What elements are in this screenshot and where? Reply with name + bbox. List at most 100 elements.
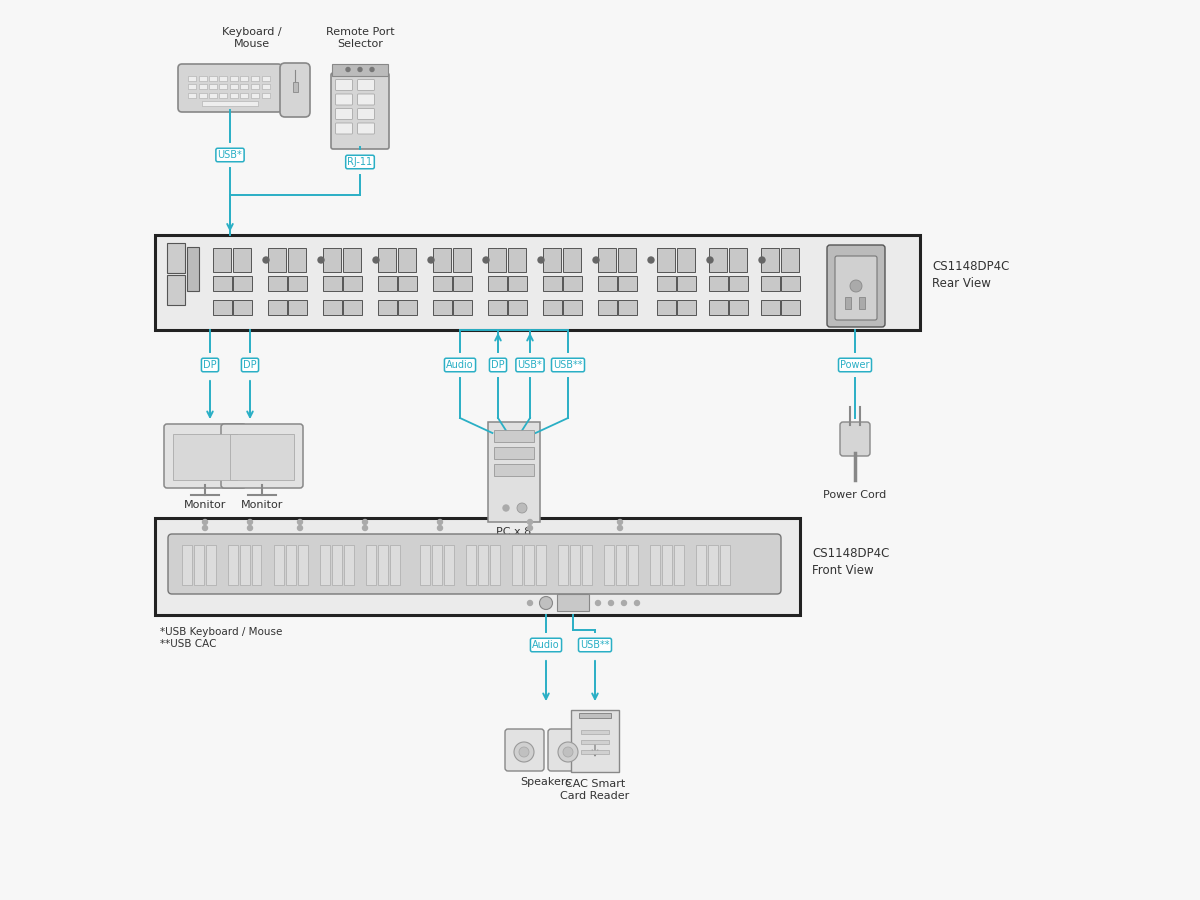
Text: RJ-11: RJ-11 bbox=[348, 157, 372, 167]
Circle shape bbox=[263, 257, 269, 263]
FancyBboxPatch shape bbox=[280, 63, 310, 117]
FancyBboxPatch shape bbox=[398, 276, 418, 291]
FancyBboxPatch shape bbox=[658, 300, 676, 315]
Bar bbox=[262, 84, 270, 89]
FancyBboxPatch shape bbox=[781, 300, 800, 315]
FancyBboxPatch shape bbox=[730, 300, 748, 315]
Bar bbox=[286, 545, 295, 585]
FancyBboxPatch shape bbox=[378, 276, 397, 291]
Bar bbox=[708, 545, 718, 585]
Circle shape bbox=[438, 519, 443, 525]
FancyBboxPatch shape bbox=[336, 123, 353, 134]
FancyBboxPatch shape bbox=[508, 248, 526, 272]
Bar bbox=[674, 545, 684, 585]
Circle shape bbox=[247, 526, 252, 530]
Bar bbox=[194, 545, 204, 585]
Bar bbox=[262, 93, 270, 97]
FancyBboxPatch shape bbox=[598, 300, 617, 315]
Bar bbox=[390, 545, 400, 585]
Circle shape bbox=[362, 519, 367, 525]
Bar bbox=[512, 545, 522, 585]
Text: Remote Port
Selector: Remote Port Selector bbox=[325, 27, 395, 50]
Circle shape bbox=[558, 742, 578, 762]
FancyBboxPatch shape bbox=[542, 300, 562, 315]
FancyBboxPatch shape bbox=[155, 518, 800, 615]
Circle shape bbox=[373, 257, 379, 263]
Text: USB*: USB* bbox=[217, 150, 242, 160]
FancyBboxPatch shape bbox=[214, 248, 232, 272]
FancyBboxPatch shape bbox=[542, 276, 562, 291]
Text: USB**: USB** bbox=[553, 360, 583, 370]
Bar bbox=[478, 545, 487, 585]
FancyBboxPatch shape bbox=[164, 424, 246, 488]
FancyBboxPatch shape bbox=[658, 276, 676, 291]
Bar bbox=[524, 545, 534, 585]
Bar bbox=[320, 545, 330, 585]
Text: PC x 8: PC x 8 bbox=[497, 527, 532, 537]
Bar bbox=[628, 545, 637, 585]
FancyBboxPatch shape bbox=[827, 245, 886, 327]
FancyBboxPatch shape bbox=[398, 300, 418, 315]
Circle shape bbox=[618, 519, 623, 525]
FancyBboxPatch shape bbox=[433, 276, 452, 291]
Bar bbox=[206, 545, 216, 585]
FancyBboxPatch shape bbox=[598, 276, 617, 291]
FancyBboxPatch shape bbox=[548, 729, 587, 771]
Circle shape bbox=[618, 526, 623, 530]
Bar bbox=[209, 84, 217, 89]
Bar bbox=[209, 76, 217, 80]
Text: USB**: USB** bbox=[581, 640, 610, 650]
FancyBboxPatch shape bbox=[358, 109, 374, 120]
Bar bbox=[604, 545, 613, 585]
FancyBboxPatch shape bbox=[677, 276, 696, 291]
FancyBboxPatch shape bbox=[233, 300, 252, 315]
Bar bbox=[251, 84, 259, 89]
Bar bbox=[366, 545, 376, 585]
Bar bbox=[198, 76, 206, 80]
Circle shape bbox=[362, 526, 367, 530]
FancyBboxPatch shape bbox=[730, 248, 746, 272]
Text: Power Cord: Power Cord bbox=[823, 490, 887, 500]
Bar bbox=[220, 93, 228, 97]
FancyBboxPatch shape bbox=[167, 243, 185, 273]
FancyBboxPatch shape bbox=[214, 300, 232, 315]
FancyBboxPatch shape bbox=[221, 424, 302, 488]
Bar bbox=[582, 545, 592, 585]
Bar bbox=[432, 545, 442, 585]
Text: Monitor: Monitor bbox=[241, 500, 283, 510]
Circle shape bbox=[346, 68, 350, 71]
FancyBboxPatch shape bbox=[336, 109, 353, 120]
Bar bbox=[420, 545, 430, 585]
FancyBboxPatch shape bbox=[761, 248, 779, 272]
Bar bbox=[581, 750, 610, 754]
FancyBboxPatch shape bbox=[709, 276, 728, 291]
FancyBboxPatch shape bbox=[563, 276, 582, 291]
Bar bbox=[344, 545, 354, 585]
FancyBboxPatch shape bbox=[508, 276, 527, 291]
Bar bbox=[494, 464, 534, 476]
Circle shape bbox=[760, 257, 766, 263]
FancyBboxPatch shape bbox=[454, 300, 472, 315]
FancyBboxPatch shape bbox=[563, 300, 582, 315]
Bar bbox=[332, 545, 342, 585]
FancyBboxPatch shape bbox=[709, 300, 728, 315]
Bar bbox=[298, 545, 307, 585]
Text: *USB Keyboard / Mouse: *USB Keyboard / Mouse bbox=[160, 627, 282, 637]
Bar bbox=[696, 545, 706, 585]
Text: USB*: USB* bbox=[517, 360, 542, 370]
Bar bbox=[720, 545, 730, 585]
Circle shape bbox=[595, 600, 600, 606]
Bar bbox=[251, 93, 259, 97]
Text: Power: Power bbox=[840, 360, 870, 370]
Bar bbox=[209, 93, 217, 97]
Text: DP: DP bbox=[491, 360, 505, 370]
Bar bbox=[580, 713, 611, 718]
FancyBboxPatch shape bbox=[233, 276, 252, 291]
Bar bbox=[581, 740, 610, 744]
Circle shape bbox=[370, 68, 374, 71]
FancyBboxPatch shape bbox=[505, 729, 544, 771]
Circle shape bbox=[622, 600, 626, 606]
Bar bbox=[198, 93, 206, 97]
Circle shape bbox=[648, 257, 654, 263]
Circle shape bbox=[247, 519, 252, 525]
